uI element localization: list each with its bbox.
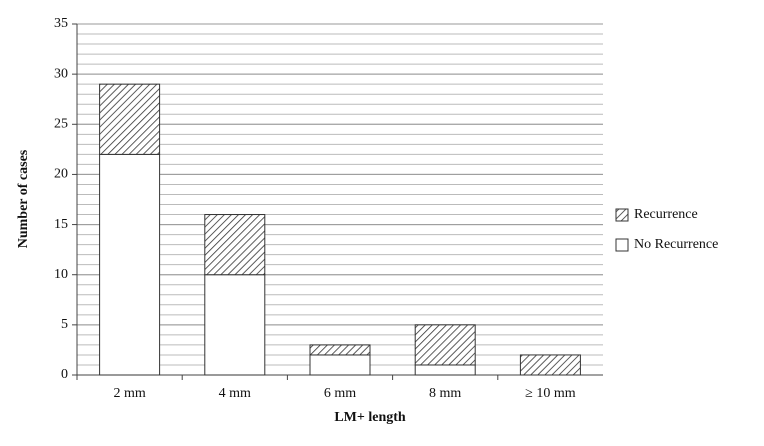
bar-segment <box>414 364 476 376</box>
y-tick-label: 20 <box>54 167 68 182</box>
legend-label: No Recurrence <box>634 237 718 252</box>
bar-segment <box>414 324 476 366</box>
x-tick-label: 4 mm <box>219 386 251 401</box>
bar-segment <box>519 354 581 376</box>
y-tick-label: 10 <box>54 267 68 282</box>
legend-label: Recurrence <box>634 207 698 222</box>
bar-segment <box>99 153 161 376</box>
x-tick-label: 8 mm <box>429 386 461 401</box>
bar-segment <box>309 354 371 376</box>
bar-segment <box>204 274 266 376</box>
y-tick-label: 35 <box>54 16 68 31</box>
x-tick-label: 2 mm <box>113 386 145 401</box>
y-axis-title: Number of cases <box>16 149 31 248</box>
bar-segment <box>204 214 266 276</box>
y-tick-label: 5 <box>61 317 68 332</box>
bar-segment <box>309 344 371 356</box>
bar-segment <box>99 83 161 155</box>
y-tick-label: 30 <box>54 66 68 81</box>
x-tick-label: 6 mm <box>324 386 356 401</box>
legend-swatch <box>615 208 629 222</box>
legend-swatch <box>615 238 629 252</box>
y-tick-label: 0 <box>61 367 68 382</box>
y-tick-label: 25 <box>54 117 68 132</box>
y-tick-label: 15 <box>54 217 68 232</box>
x-axis-title: LM+ length <box>334 410 406 425</box>
x-tick-label: ≥ 10 mm <box>525 386 576 401</box>
